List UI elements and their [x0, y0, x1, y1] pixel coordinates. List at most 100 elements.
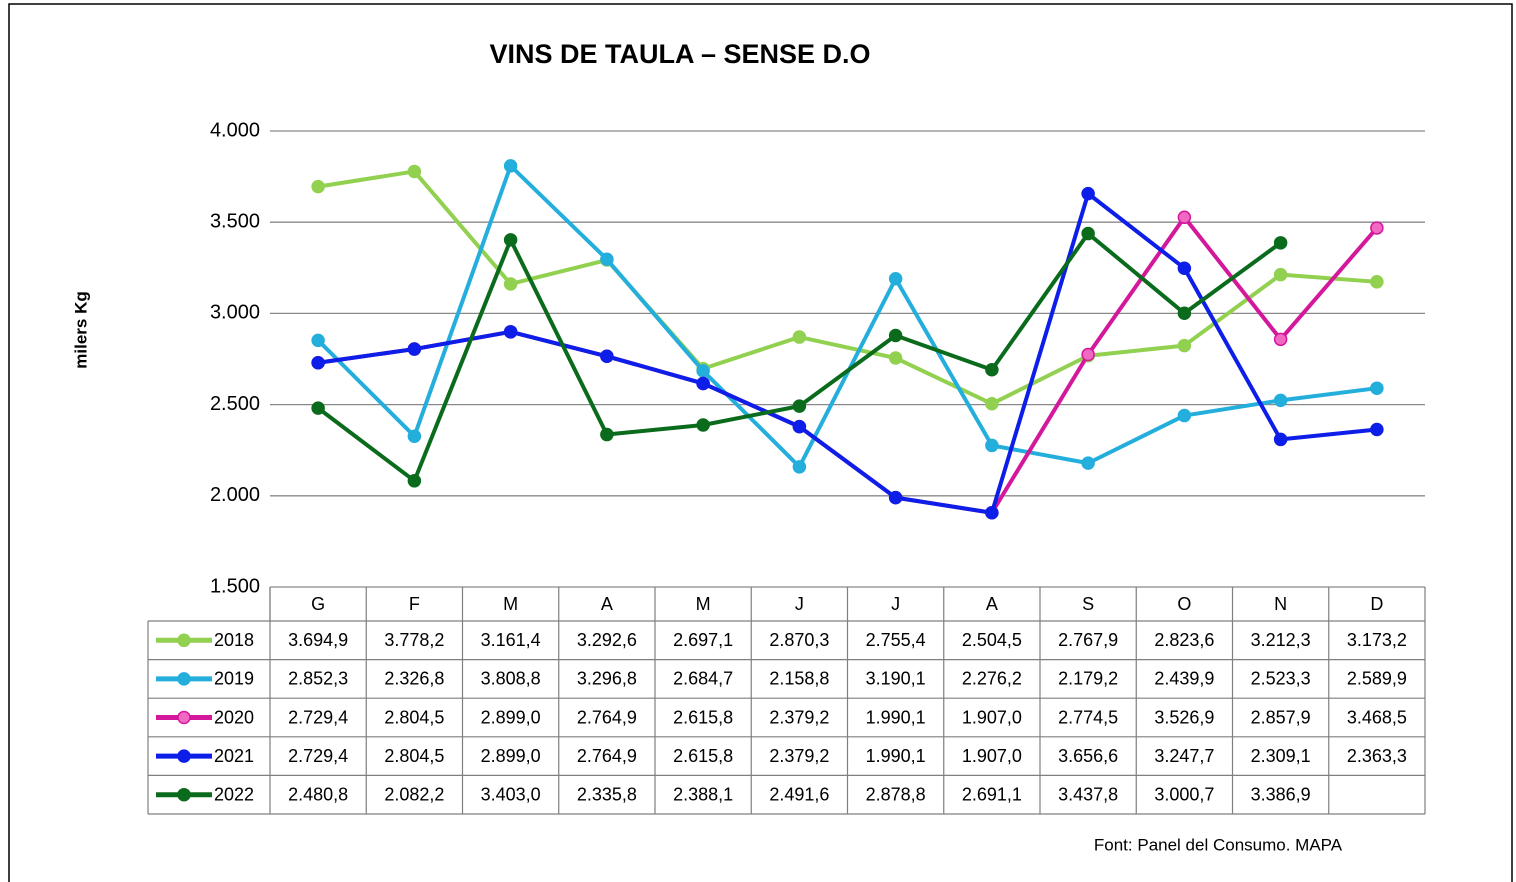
legend-marker [177, 787, 191, 802]
point-marker [503, 233, 518, 247]
table-cell: 3.656,6 [1058, 746, 1118, 766]
table-cell: 2.899,0 [481, 707, 541, 727]
table-cell: 3.000,7 [1154, 784, 1214, 804]
table-cell: 2.615,8 [673, 707, 733, 727]
point-marker [600, 252, 614, 267]
table-cell: 2.764,9 [577, 707, 637, 727]
table-cell: 2.615,8 [673, 746, 733, 766]
table-cell: 2.158,8 [769, 669, 829, 689]
table-cell: 3.468,5 [1347, 707, 1407, 727]
legend-marker [177, 749, 191, 763]
table-cell: 2.755,4 [866, 630, 926, 650]
point-marker [600, 427, 614, 442]
table-cell: 3.190,1 [866, 669, 926, 689]
point-marker [792, 419, 807, 434]
point-marker [1177, 210, 1192, 225]
point-marker [503, 325, 518, 339]
table-cell: 2.379,2 [769, 707, 829, 727]
table-cell: 3.437,8 [1058, 784, 1118, 804]
point-marker [985, 397, 999, 411]
table-cell: 2.179,2 [1058, 669, 1118, 689]
point-marker [792, 330, 807, 344]
point-marker [696, 376, 710, 391]
table-cell: 2.767,9 [1058, 630, 1118, 650]
point-marker [1370, 422, 1384, 437]
x-tick-label: A [986, 594, 998, 614]
y-tick-label: 4.000 [210, 119, 260, 141]
legend-marker [177, 633, 191, 648]
table-cell: 2.691,1 [962, 784, 1022, 804]
table-cell: 2.684,7 [673, 669, 733, 689]
x-tick-label: F [409, 594, 420, 614]
point-marker [1370, 275, 1384, 289]
point-marker [600, 349, 614, 364]
point-marker [407, 342, 422, 356]
table-cell: 2.870,3 [769, 630, 829, 650]
point-marker [1177, 261, 1192, 275]
table-cell: 3.173,2 [1347, 630, 1407, 650]
y-tick-label: 3.500 [210, 210, 260, 232]
table-cell: 3.212,3 [1251, 630, 1311, 650]
table-cell: 2.379,2 [769, 746, 829, 766]
chart-border [8, 3, 1513, 882]
table-cell: 2.729,4 [288, 746, 348, 766]
point-marker [1370, 221, 1384, 235]
table-cell: 1.907,0 [962, 746, 1022, 766]
y-tick-label: 2.000 [210, 484, 260, 506]
series-line [317, 191, 1378, 515]
point-marker [1273, 332, 1288, 347]
chart-title: VINS DE TAULA – SENSE D.O [489, 39, 870, 69]
table-cell: 2.309,1 [1251, 746, 1311, 766]
table-cell: 2.823,6 [1154, 630, 1214, 650]
legend-label: 2020 [214, 707, 254, 727]
table-cell: 2.276,2 [962, 669, 1022, 689]
point-marker [311, 401, 325, 415]
table-cell: 3.386,9 [1251, 784, 1311, 804]
table-cell: 1.907,0 [962, 707, 1022, 727]
series-line [316, 231, 1282, 483]
point-marker [311, 179, 325, 194]
point-marker [1177, 338, 1192, 353]
point-marker [311, 333, 325, 348]
point-marker [407, 429, 422, 443]
legend-label: 2022 [214, 784, 254, 804]
point-marker [407, 474, 422, 488]
point-marker [1273, 432, 1288, 447]
x-tick-label: G [311, 594, 325, 614]
point-marker [888, 271, 903, 286]
point-marker [792, 460, 807, 474]
table-cell: 3.808,8 [481, 669, 541, 689]
table-cell: 3.296,8 [577, 669, 637, 689]
table-cell: 2.363,3 [1347, 746, 1407, 766]
point-marker [985, 362, 999, 377]
table-cell: 2.326,8 [384, 669, 444, 689]
legend-label: 2021 [214, 746, 254, 766]
point-marker [1273, 236, 1288, 250]
table-cell: 2.388,1 [673, 784, 733, 804]
table-cell: 2.697,1 [673, 630, 733, 650]
x-tick-label: S [1082, 594, 1094, 614]
table-cell: 3.694,9 [288, 630, 348, 650]
table-cell: 2.764,9 [577, 746, 637, 766]
point-marker [1273, 267, 1288, 282]
legend-marker [177, 672, 191, 686]
source-note: Font: Panel del Consumo. MAPA [1094, 835, 1343, 854]
x-tick-label: J [795, 594, 804, 614]
x-tick-label: D [1370, 594, 1383, 614]
table-cell: 3.526,9 [1154, 707, 1214, 727]
y-tick-label: 2.500 [210, 393, 260, 415]
x-tick-label: J [891, 594, 900, 614]
table-cell: 2.523,3 [1251, 669, 1311, 689]
series-line [317, 169, 1378, 406]
table-cell: 3.403,0 [481, 784, 541, 804]
point-marker [1370, 381, 1384, 395]
point-marker [1273, 393, 1288, 408]
point-marker [1081, 226, 1095, 241]
point-marker [888, 490, 903, 505]
table-cell: 2.804,5 [384, 746, 444, 766]
table-cell: 3.247,7 [1154, 746, 1214, 766]
table-cell: 2.729,4 [288, 707, 348, 727]
table-cell: 3.161,4 [481, 630, 541, 650]
y-axis-label: milers Kg [71, 291, 90, 368]
